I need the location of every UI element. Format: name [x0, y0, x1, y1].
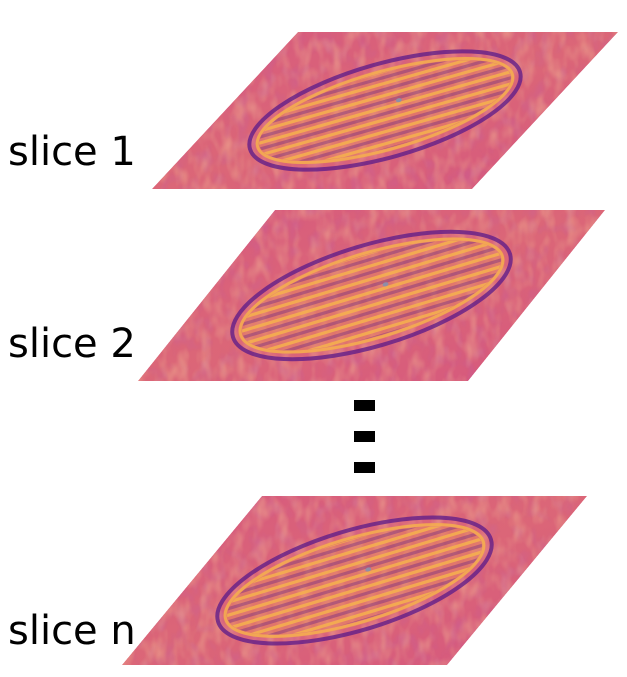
- slice-2-label: slice 2: [8, 321, 136, 367]
- slice-n-label: slice n: [8, 608, 136, 654]
- slice-1-label: slice 1: [8, 129, 136, 175]
- slice-2-image: [138, 210, 605, 381]
- slice-n-image: [122, 496, 587, 665]
- ellipsis-dash: [354, 431, 375, 442]
- ellipsis-dash: [354, 462, 375, 473]
- slice-1-image: [152, 32, 618, 189]
- ellipsis-dash: [354, 400, 375, 411]
